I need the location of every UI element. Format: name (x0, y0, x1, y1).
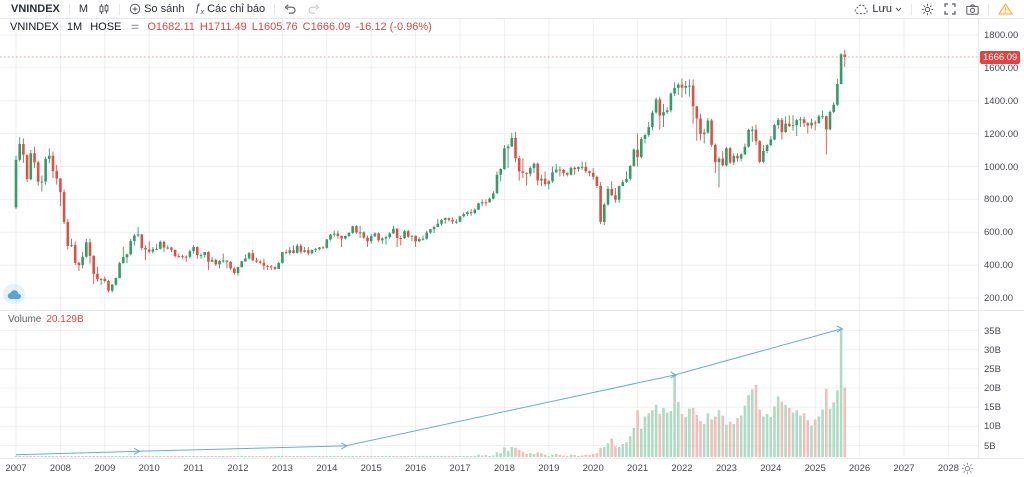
save-button[interactable]: Lưu (849, 0, 907, 18)
cloud-save-icon (854, 4, 869, 15)
interval-button[interactable]: M (74, 0, 93, 18)
chevron-down-icon (895, 7, 902, 12)
time-axis-year: 2020 (582, 463, 604, 474)
time-axis-year: 2008 (49, 463, 71, 474)
indicators-label: Các chỉ báo (207, 3, 266, 15)
timezone-gear-icon[interactable] (961, 462, 974, 475)
redo-icon (307, 3, 320, 15)
legend-symbol[interactable]: VNINDEX (10, 21, 59, 33)
indicators-button[interactable]: ƒx Các chỉ báo (189, 0, 270, 18)
volume-legend[interactable]: Volume 20.129B (8, 314, 84, 325)
time-axis-year: 2017 (449, 463, 471, 474)
compare-label: So sánh (144, 3, 185, 15)
top-toolbar: VNINDEX M So sánh ƒx Các chỉ báo (0, 0, 1024, 19)
volume-axis-label: 25B (984, 363, 1001, 375)
settings-button[interactable] (916, 0, 939, 18)
toolbar-divider (119, 3, 121, 15)
ohlc-item: C1666.09 (302, 21, 351, 33)
camera-icon (966, 4, 979, 15)
volume-label: Volume (8, 314, 42, 325)
redo-button[interactable] (302, 0, 325, 18)
symbol-label: VNINDEX (11, 3, 60, 15)
legend-exchange[interactable]: HOSE (90, 21, 122, 33)
price-axis-label: 1200.00 (984, 128, 1019, 140)
ohlc-item: H1711.49 (199, 21, 247, 33)
volume-axis-label: 10B (984, 421, 1001, 433)
warning-triangle-icon (998, 3, 1013, 15)
compare-button[interactable]: So sánh (124, 0, 189, 18)
time-axis-year: 2011 (183, 463, 204, 474)
time-axis-year: 2007 (5, 463, 27, 474)
save-label: Lưu (872, 3, 892, 15)
volume-axis-label: 20B (984, 383, 1001, 394)
time-axis-year: 2012 (227, 463, 249, 474)
price-axis-label: 1000.00 (984, 161, 1019, 173)
price-axis-label: 400.00 (984, 260, 1014, 272)
price-axis[interactable]: 1666.09 1800.00 1600.00 1400.00 1200.00 1000… (978, 18, 1024, 458)
legend-more-icon[interactable] (129, 22, 141, 32)
candlestick-chart-icon (98, 3, 110, 15)
price-axis-label: 600.00 (984, 227, 1014, 239)
chart-type-button[interactable] (93, 0, 115, 18)
time-axis-year: 2009 (94, 463, 116, 474)
time-axis-year: 2024 (760, 463, 782, 474)
time-axis-year: 2014 (316, 463, 338, 474)
alert-button[interactable] (993, 0, 1018, 18)
price-axis-label: 1800.00 (984, 30, 1019, 41)
fullscreen-button[interactable] (939, 0, 961, 18)
fx-icon: ƒx (194, 1, 205, 17)
volume-axis-label: 15B (984, 402, 1001, 414)
time-axis-year: 2018 (493, 463, 515, 474)
legend-interval[interactable]: 1M (66, 21, 83, 33)
toolbar-divider (911, 3, 912, 15)
last-price-badge: 1666.09 (980, 50, 1021, 64)
time-axis-year: 2027 (893, 463, 915, 474)
symbol-button[interactable]: VNINDEX (6, 0, 65, 18)
time-axis[interactable]: 2007 2008 2009 2010 2011 2012 2013 2014 2015 2016… (0, 458, 1024, 477)
volume-axis-label: 5B (984, 440, 996, 452)
time-axis-year: 2025 (804, 463, 826, 474)
interval-label: M (78, 3, 89, 15)
time-axis-year: 2028 (937, 463, 959, 474)
cloud-sticker[interactable] (3, 284, 25, 304)
ohlc-values: O1682.11 H1711.49 L1605.76 C1666.09 -16.12 (… (147, 21, 431, 33)
ohlc-item: O1682.11 (147, 21, 195, 33)
volume-axis-label: 35B (984, 325, 1001, 337)
price-axis-label: 1400.00 (984, 95, 1019, 107)
plus-circle-icon (129, 3, 141, 15)
toolbar-divider (274, 3, 276, 15)
ohlc-item: L1605.76 (251, 21, 298, 33)
time-axis-year: 2015 (360, 463, 382, 474)
undo-button[interactable] (279, 0, 302, 18)
toolbar-divider (988, 3, 989, 15)
toolbar-divider (68, 3, 70, 15)
time-axis-year: 2013 (271, 463, 293, 474)
symbol-legend: VNINDEX 1M HOSE O1682.11 H1711.49 L1605.76… (10, 21, 432, 33)
undo-icon (284, 3, 297, 15)
volume-axis-label: 30B (984, 344, 1001, 356)
time-axis-year: 2019 (538, 463, 560, 474)
time-axis-year: 2021 (627, 463, 649, 474)
price-axis-label: 1600.00 (984, 62, 1019, 74)
time-axis-year: 2023 (715, 463, 737, 474)
cloud-icon (7, 289, 22, 300)
gear-icon (921, 3, 934, 16)
time-axis-year: 2010 (138, 463, 160, 474)
snapshot-button[interactable] (961, 0, 984, 18)
price-axis-label: 800.00 (984, 194, 1014, 206)
price-axis-label: 200.00 (984, 293, 1014, 304)
fullscreen-icon (944, 3, 956, 15)
time-axis-year: 2022 (671, 463, 693, 474)
change-value: -16.12 (-0.96%) (355, 21, 432, 33)
time-axis-year: 2016 (405, 463, 427, 474)
volume-value: 20.129B (46, 314, 84, 325)
time-axis-year: 2026 (849, 463, 871, 474)
